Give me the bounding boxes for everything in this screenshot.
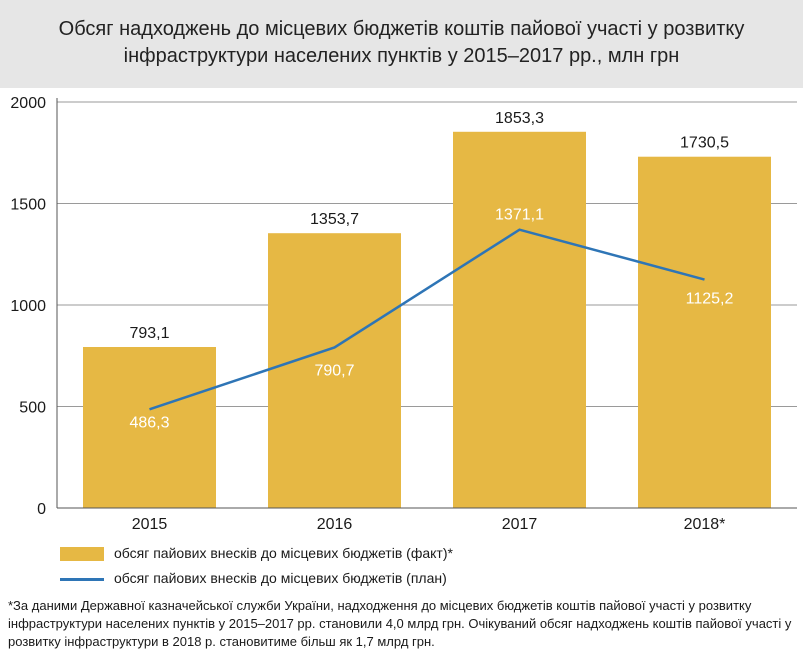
x-tick-label: 2015 xyxy=(132,516,168,533)
line-value-label: 1371,1 xyxy=(495,207,544,224)
line-value-label: 1125,2 xyxy=(686,291,734,308)
bar xyxy=(83,347,216,508)
line-value-label: 790,7 xyxy=(314,362,354,379)
legend-label-fact: обсяг пайових внесків до місцевих бюджет… xyxy=(114,545,453,561)
y-tick-label: 2000 xyxy=(10,95,46,112)
legend-swatch-bar xyxy=(60,547,104,562)
title-box: Обсяг надходжень до місцевих бюджетів ко… xyxy=(0,0,803,88)
y-tick-label: 1000 xyxy=(10,298,46,315)
bar xyxy=(268,233,401,508)
x-tick-label: 2018* xyxy=(684,516,726,533)
y-tick-label: 500 xyxy=(19,400,46,417)
bar-value-label: 1730,5 xyxy=(680,135,729,152)
bar-value-label: 1353,7 xyxy=(310,211,359,228)
chart: 0 500 1000 1500 2000 793,1 1353,7 1853,3 1730,5 2… xyxy=(10,95,797,533)
chart-title: Обсяг надходжень до місцевих бюджетів ко… xyxy=(58,18,745,67)
footnote: *За даними Державної казначейської служб… xyxy=(8,598,792,649)
legend-item-plan: обсяг пайових внесків до місцевих бюджет… xyxy=(60,570,447,586)
bar xyxy=(638,156,771,508)
y-tick-label: 1500 xyxy=(10,197,46,214)
x-tick-label: 2017 xyxy=(502,516,538,533)
legend-label-plan: обсяг пайових внесків до місцевих бюджет… xyxy=(114,570,447,586)
x-tick-label: 2016 xyxy=(317,516,353,533)
bar-value-label: 1853,3 xyxy=(495,110,544,127)
legend-swatch-line xyxy=(60,577,104,581)
y-tick-label: 0 xyxy=(37,501,46,518)
bar-value-label: 793,1 xyxy=(129,325,169,342)
series-line-plan xyxy=(149,228,705,411)
bar xyxy=(453,131,586,509)
legend-item-fact: обсяг пайових внесків до місцевих бюджет… xyxy=(60,545,453,562)
line-value-label: 486,3 xyxy=(129,414,169,431)
